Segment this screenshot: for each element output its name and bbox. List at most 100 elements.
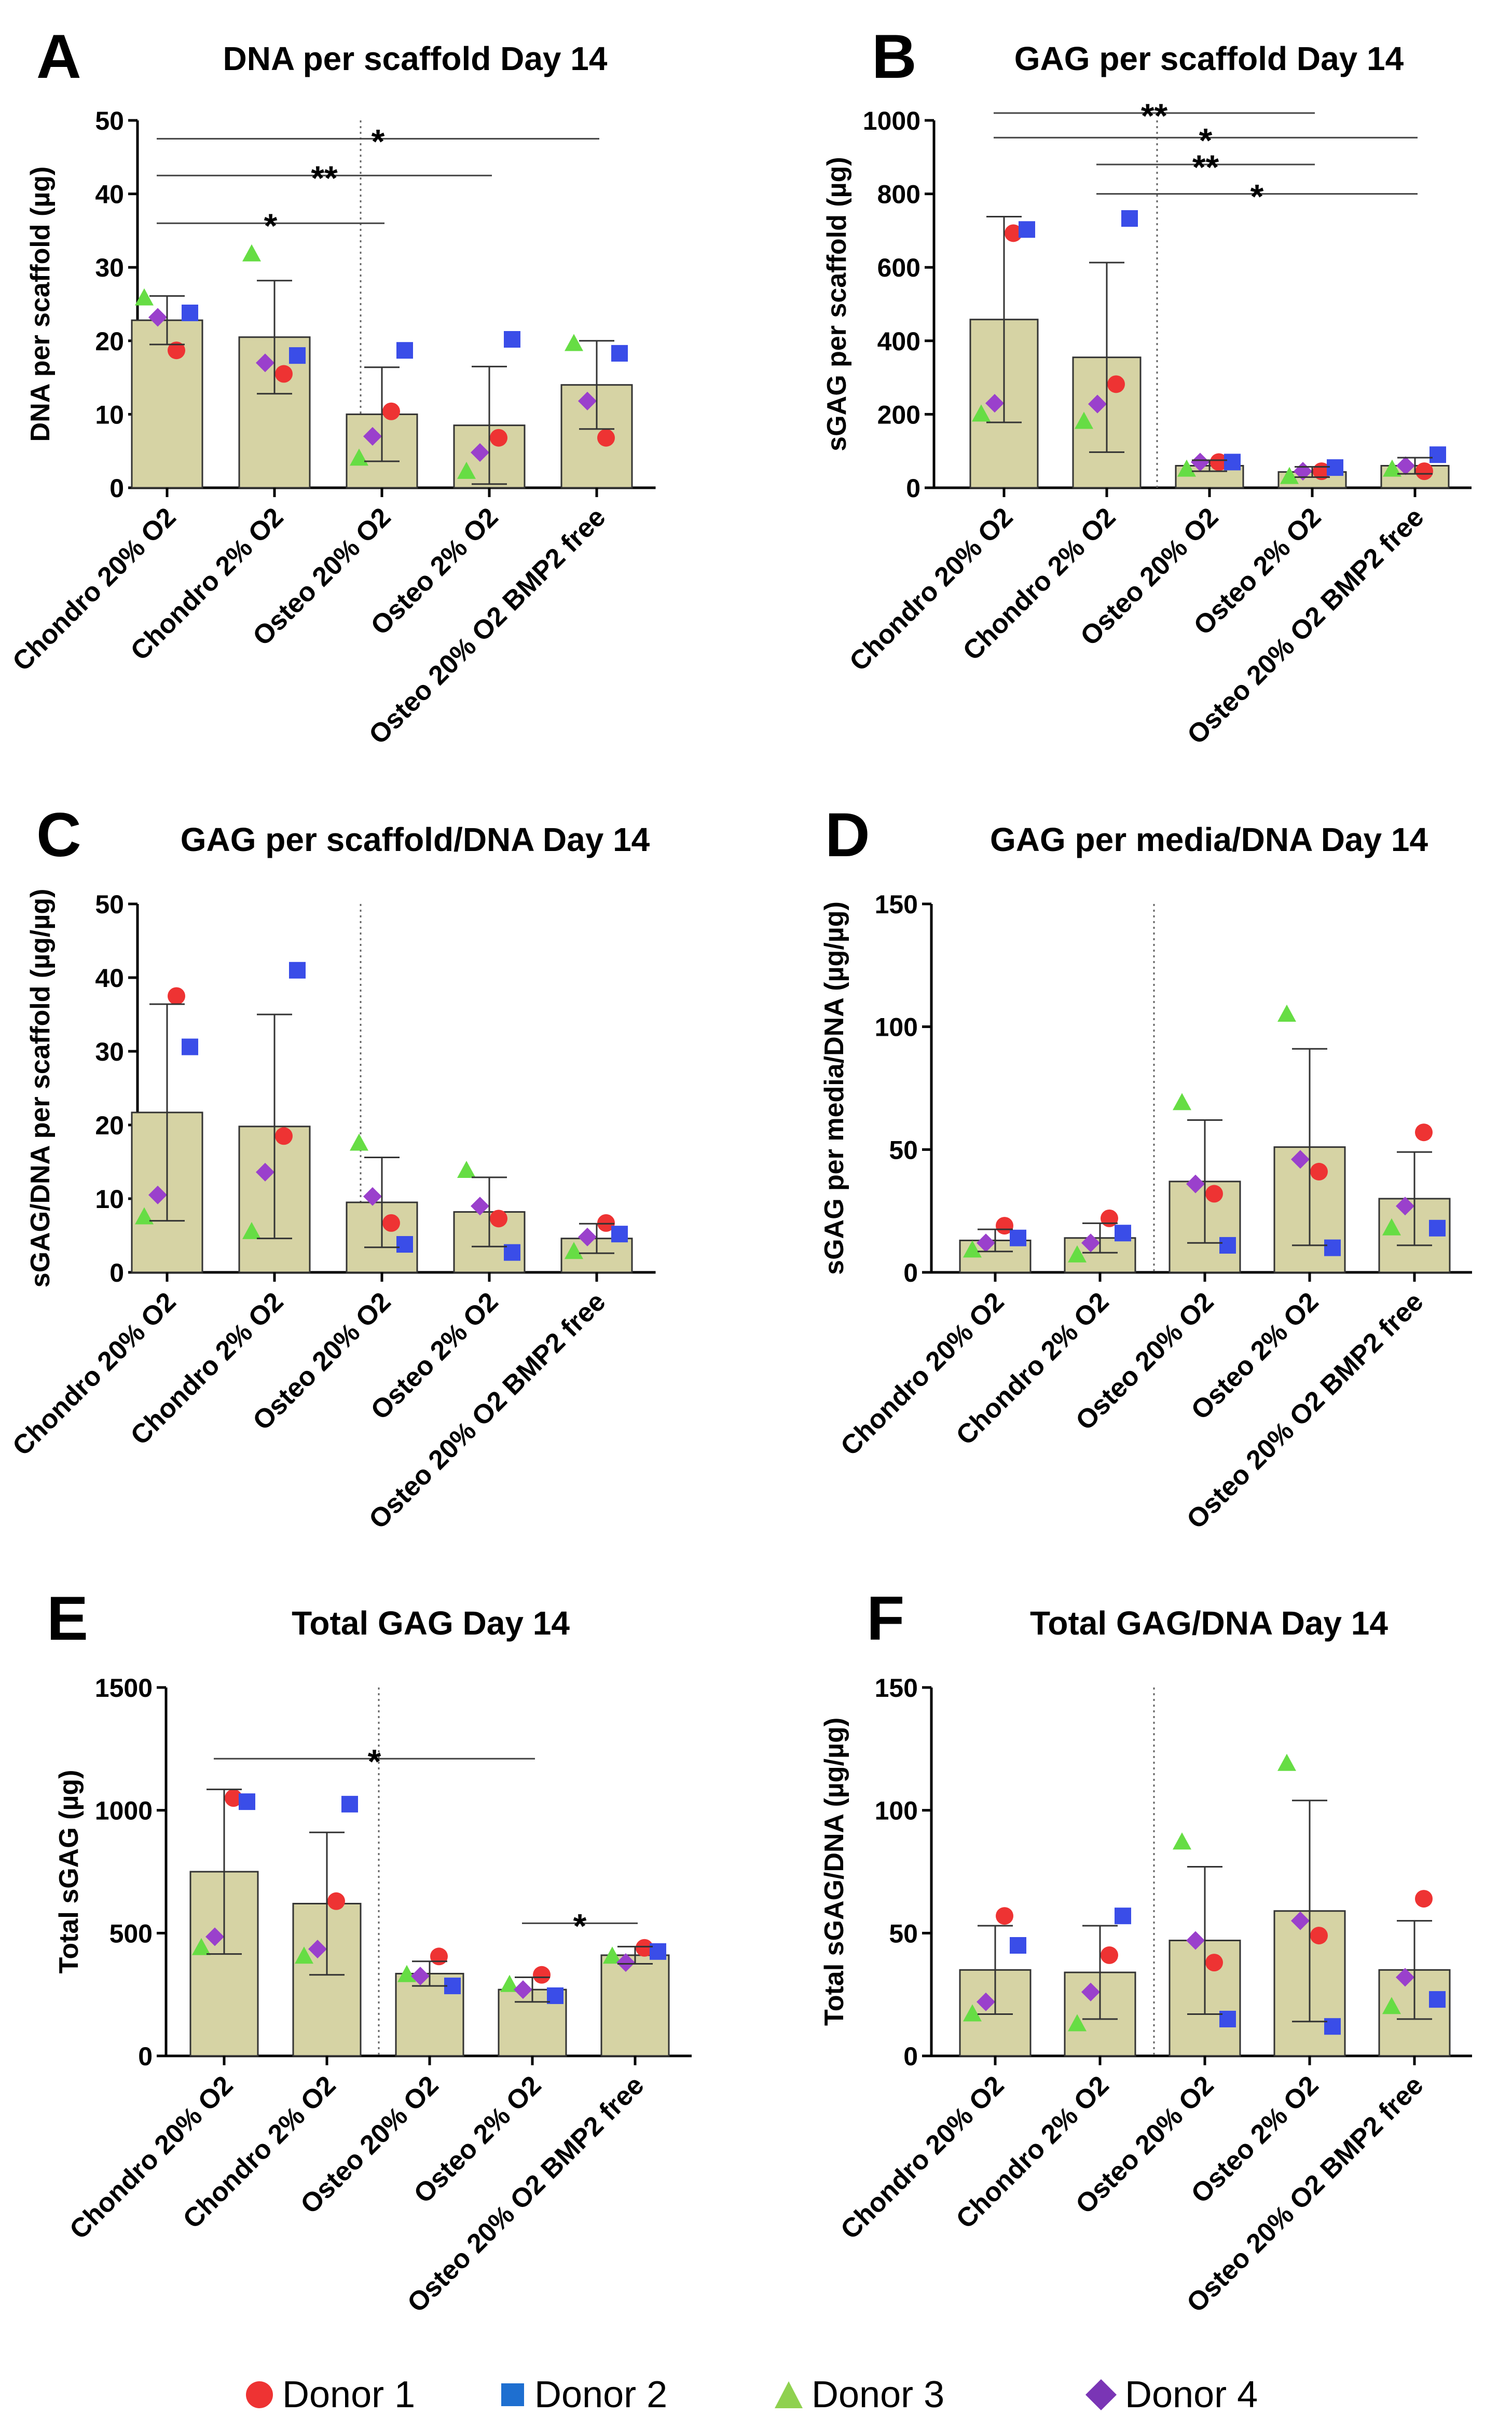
y-tick-label: 0	[903, 1258, 918, 1287]
y-tick-label: 0	[109, 1258, 124, 1287]
chart-title: GAG per scaffold Day 14	[1014, 40, 1404, 77]
legend-item-donor4: Donor 4	[1084, 2366, 1258, 2423]
data-point-donor3	[565, 334, 583, 351]
data-point-donor2	[1115, 1225, 1131, 1242]
data-point-donor4	[1396, 1968, 1414, 1987]
data-point-donor3	[1383, 459, 1401, 477]
y-tick-label: 1500	[95, 1673, 153, 1703]
data-point-donor4	[148, 1185, 167, 1204]
data-point-donor4	[616, 1953, 635, 1972]
data-point-donor3	[963, 2004, 982, 2022]
data-point-donor4	[1081, 1233, 1100, 1253]
data-point-donor1	[490, 429, 507, 447]
data-point-donor3	[1068, 1245, 1087, 1262]
data-point-donor2	[611, 345, 628, 362]
y-tick-label: 150	[875, 1673, 918, 1703]
data-point-donor4	[308, 1940, 327, 1959]
data-point-donor1	[636, 1939, 653, 1957]
legend-square-icon	[501, 2383, 524, 2406]
y-axis-label: Total sGAG (µg)	[54, 1770, 84, 1974]
data-point-donor4	[411, 1967, 430, 1986]
data-point-donor3	[1382, 1218, 1401, 1236]
data-point-donor1	[327, 1892, 345, 1910]
panel-letter-c: C	[36, 800, 81, 870]
data-point-donor1	[275, 1127, 293, 1145]
data-point-donor3	[350, 1133, 368, 1151]
data-point-donor1	[1415, 462, 1433, 481]
data-point-donor4	[1191, 452, 1209, 472]
panel-letter-e: E	[47, 1584, 88, 1653]
data-point-donor4	[471, 443, 489, 462]
data-point-donor1	[1101, 1209, 1118, 1227]
panel-e: E Total GAG Day 14 Total sGAG (µg) 0 500 1000…	[47, 1584, 692, 2318]
data-point-donor1	[382, 402, 400, 420]
panel-letter-a: A	[36, 22, 81, 91]
data-point-donor4	[578, 1227, 597, 1246]
data-point-donor3	[1382, 1997, 1401, 2014]
data-point-donor2	[1429, 446, 1446, 463]
data-point-donor1	[1310, 1927, 1328, 1945]
data-point-donor3	[135, 1207, 154, 1225]
data-point-donor1	[168, 987, 185, 1005]
data-point-donor2	[1324, 2018, 1341, 2035]
data-point-donor4	[256, 353, 274, 373]
chart-title: GAG per scaffold/DNA Day 14	[181, 821, 650, 858]
data-point-donor2	[1429, 1219, 1446, 1237]
legend-triangle-icon	[775, 2381, 803, 2408]
y-tick-label: 10	[95, 400, 124, 429]
data-point-donor1	[1101, 1946, 1118, 1964]
y-tick-label: 50	[889, 1919, 918, 1948]
legend-item-donor3: Donor 3	[773, 2366, 944, 2423]
y-axis-label: sGAG per scaffold (µg)	[822, 157, 852, 451]
data-point-donor1	[275, 365, 293, 383]
data-point-donor2	[1010, 1229, 1026, 1246]
panel-a: A DNA per scaffold Day 14 DNA per scaffold…	[7, 22, 656, 750]
data-point-donor4	[1291, 1150, 1310, 1169]
data-point-donor4	[363, 1187, 382, 1206]
data-point-donor3	[603, 1946, 622, 1964]
data-point-donor2	[1121, 210, 1138, 227]
significance-label: *	[264, 207, 278, 245]
data-point-donor1	[430, 1947, 448, 1966]
legend-marker-donor2	[501, 2383, 524, 2406]
legend: Donor 1 Donor 2 Donor 3 Donor 4	[0, 2366, 1512, 2423]
data-point-donor3	[242, 1222, 261, 1239]
data-point-donor2	[1224, 454, 1241, 471]
data-point-donor3	[1277, 1005, 1296, 1022]
y-tick-label: 0	[903, 2042, 918, 2071]
data-point-donor4	[1186, 1174, 1205, 1193]
chart-title: Total GAG/DNA Day 14	[1030, 1604, 1388, 1642]
figure-canvas: A DNA per scaffold Day 14 DNA per scaffold…	[7, 22, 1472, 2318]
panel-letter-d: D	[825, 800, 870, 870]
y-tick-label: 1000	[95, 1796, 153, 1826]
y-tick-label: 10	[95, 1185, 124, 1214]
y-tick-label: 20	[95, 327, 124, 356]
data-point-donor2	[182, 1038, 198, 1055]
data-point-donor3	[1280, 466, 1299, 484]
data-point-donor3	[192, 1938, 211, 1955]
data-point-donor1	[382, 1214, 400, 1232]
significance-label: **	[1141, 97, 1168, 135]
legend-item-donor1: Donor 1	[244, 2366, 415, 2423]
data-point-donor3	[1075, 411, 1093, 429]
bar	[131, 319, 203, 489]
y-tick-label: 20	[95, 1111, 124, 1140]
data-point-donor1	[533, 1966, 551, 1984]
data-point-donor4	[1396, 1197, 1414, 1216]
data-point-donor2	[182, 304, 198, 321]
data-point-donor4	[363, 427, 382, 446]
data-point-donor2	[504, 331, 520, 348]
data-point-donor4	[471, 1197, 489, 1216]
data-point-donor3	[1177, 459, 1196, 477]
y-tick-label: 1000	[863, 106, 920, 135]
panel-f: F Total GAG/DNA Day 14 Total sGAG/DNA (µg/…	[819, 1584, 1472, 2318]
y-tick-label: 50	[889, 1135, 918, 1164]
y-tick-label: 40	[95, 964, 124, 993]
y-tick-label: 100	[875, 1013, 918, 1042]
y-tick-label: 40	[95, 180, 124, 209]
chart-title: DNA per scaffold Day 14	[223, 40, 608, 77]
data-point-donor2	[396, 342, 413, 359]
significance-label: *	[372, 122, 385, 160]
data-point-donor4	[1081, 1982, 1100, 2001]
significance-label: *	[1199, 121, 1213, 159]
